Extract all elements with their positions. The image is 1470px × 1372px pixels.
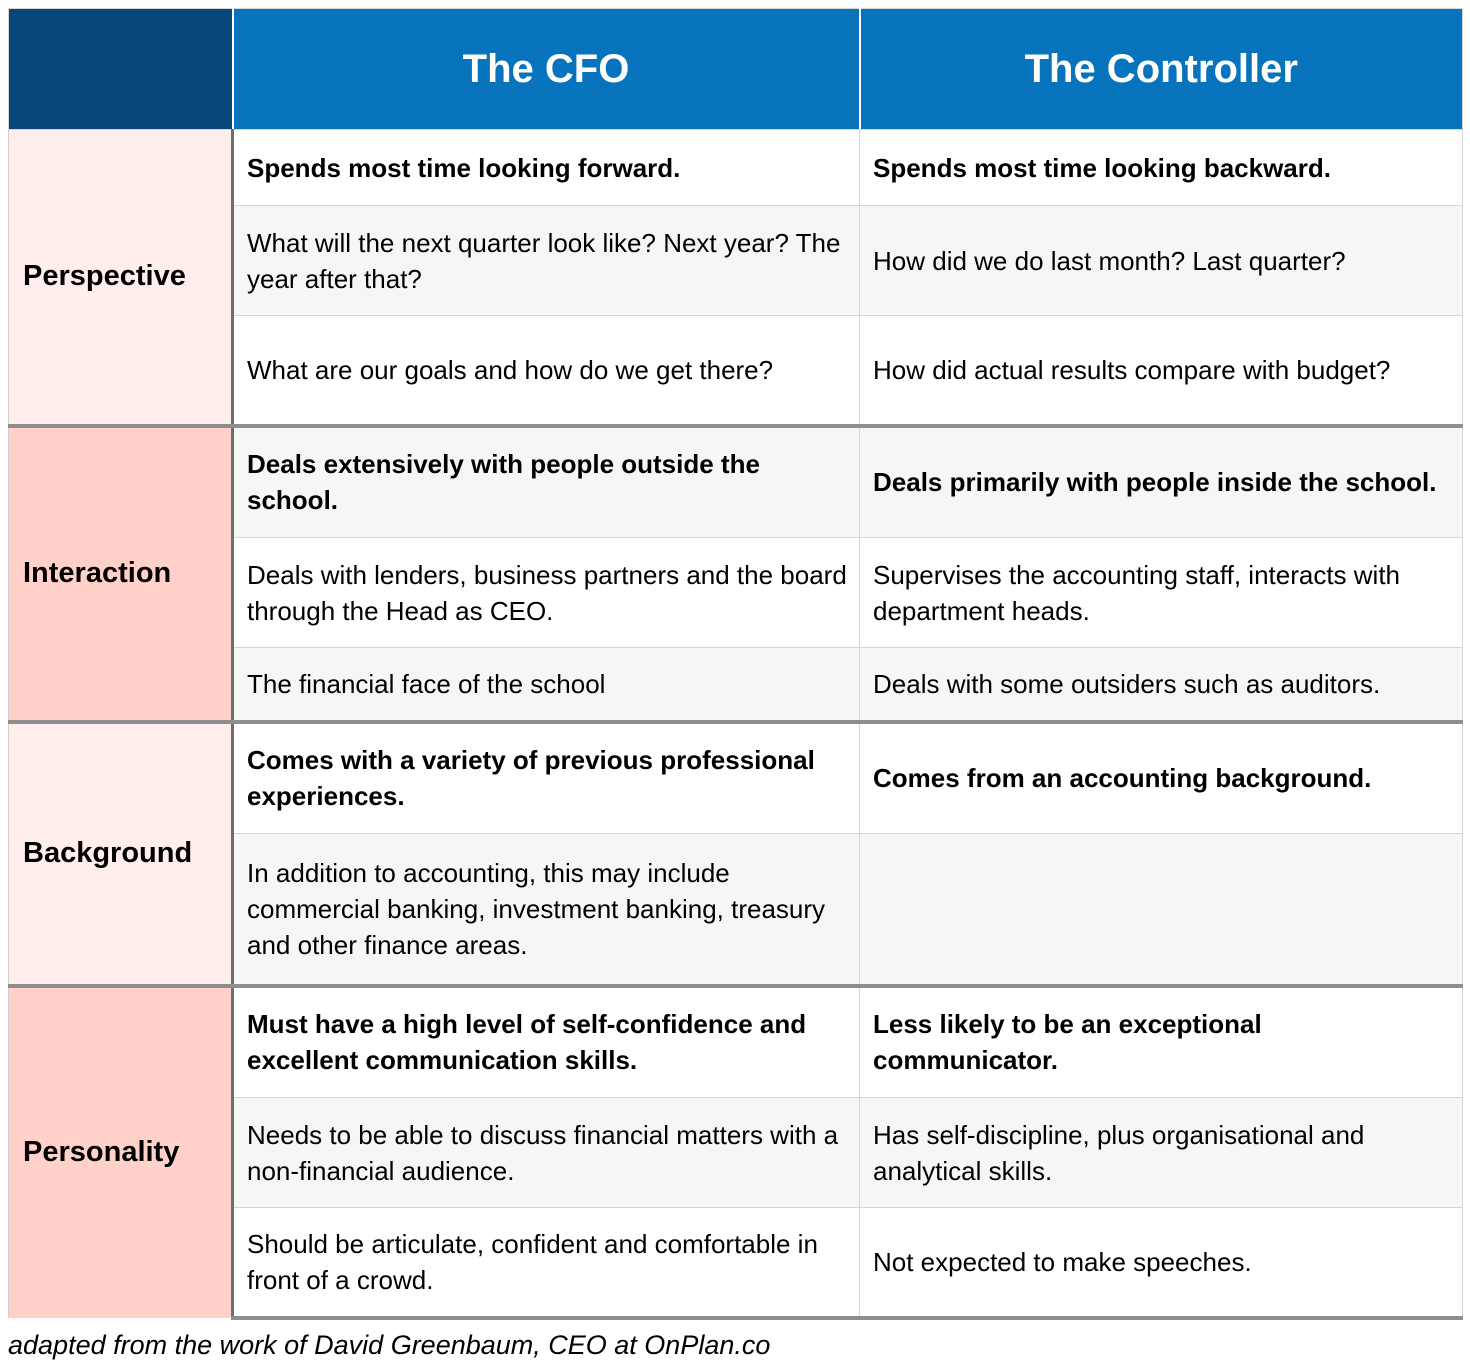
column-header-cfo: The CFO bbox=[231, 8, 860, 130]
table-row: Needs to be able to discuss financial ma… bbox=[9, 1097, 1463, 1208]
table-row: Should be articulate, confident and comf… bbox=[9, 1207, 1463, 1320]
controller-cell: Supervises the accounting staff, interac… bbox=[859, 537, 1463, 648]
cfo-cell: Deals with lenders, business partners an… bbox=[232, 537, 860, 648]
table-row: What will the next quarter look like? Ne… bbox=[9, 205, 1463, 316]
cfo-cell: Spends most time looking forward. bbox=[232, 129, 860, 206]
header-row: The CFO The Controller bbox=[8, 8, 1463, 130]
row-label-interaction: Interaction bbox=[8, 423, 234, 722]
controller-cell: Comes from an accounting background. bbox=[859, 719, 1463, 834]
table-row: Perspective Spends most time looking for… bbox=[8, 129, 1463, 426]
table-row: Background Comes with a variety of previ… bbox=[8, 719, 1463, 986]
row-label-perspective: Perspective bbox=[8, 129, 234, 426]
controller-cell: How did actual results compare with budg… bbox=[859, 315, 1463, 426]
table-row: What are our goals and how do we get the… bbox=[9, 315, 1463, 426]
cfo-cell: The financial face of the school bbox=[232, 647, 860, 722]
table-row: Personality Must have a high level of se… bbox=[8, 983, 1463, 1318]
controller-cell: Less likely to be an exceptional communi… bbox=[859, 983, 1463, 1098]
cfo-cell: Comes with a variety of previous profess… bbox=[232, 719, 860, 834]
cfo-cell: What will the next quarter look like? Ne… bbox=[232, 205, 860, 316]
controller-cell: Deals primarily with people inside the s… bbox=[859, 423, 1463, 538]
cfo-cell: In addition to accounting, this may incl… bbox=[232, 833, 860, 986]
comparison-table: The CFO The Controller Perspective Spend… bbox=[8, 8, 1463, 1320]
table-row: The financial face of the school Deals w… bbox=[9, 647, 1463, 722]
cfo-cell: Must have a high level of self-confidenc… bbox=[232, 983, 860, 1098]
table-row: Deals with lenders, business partners an… bbox=[9, 537, 1463, 648]
controller-cell: Spends most time looking backward. bbox=[859, 129, 1463, 206]
controller-cell: Has self-discipline, plus organisational… bbox=[859, 1097, 1463, 1208]
source-credit: adapted from the work of David Greenbaum… bbox=[8, 1330, 771, 1360]
column-header-controller: The Controller bbox=[858, 8, 1463, 130]
row-label-personality: Personality bbox=[8, 983, 234, 1318]
cfo-cell: What are our goals and how do we get the… bbox=[232, 315, 860, 426]
controller-cell: Deals with some outsiders such as audito… bbox=[859, 647, 1463, 722]
header-corner-cell bbox=[8, 8, 233, 130]
controller-cell bbox=[859, 833, 1463, 986]
controller-cell: How did we do last month? Last quarter? bbox=[859, 205, 1463, 316]
cfo-cell: Deals extensively with people outside th… bbox=[232, 423, 860, 538]
row-label-background: Background bbox=[8, 719, 234, 986]
table-row: Interaction Deals extensively with peopl… bbox=[8, 423, 1463, 722]
controller-cell: Not expected to make speeches. bbox=[859, 1207, 1463, 1320]
cfo-cell: Needs to be able to discuss financial ma… bbox=[232, 1097, 860, 1208]
table-row: In addition to accounting, this may incl… bbox=[9, 833, 1463, 986]
cfo-cell: Should be articulate, confident and comf… bbox=[232, 1207, 860, 1320]
